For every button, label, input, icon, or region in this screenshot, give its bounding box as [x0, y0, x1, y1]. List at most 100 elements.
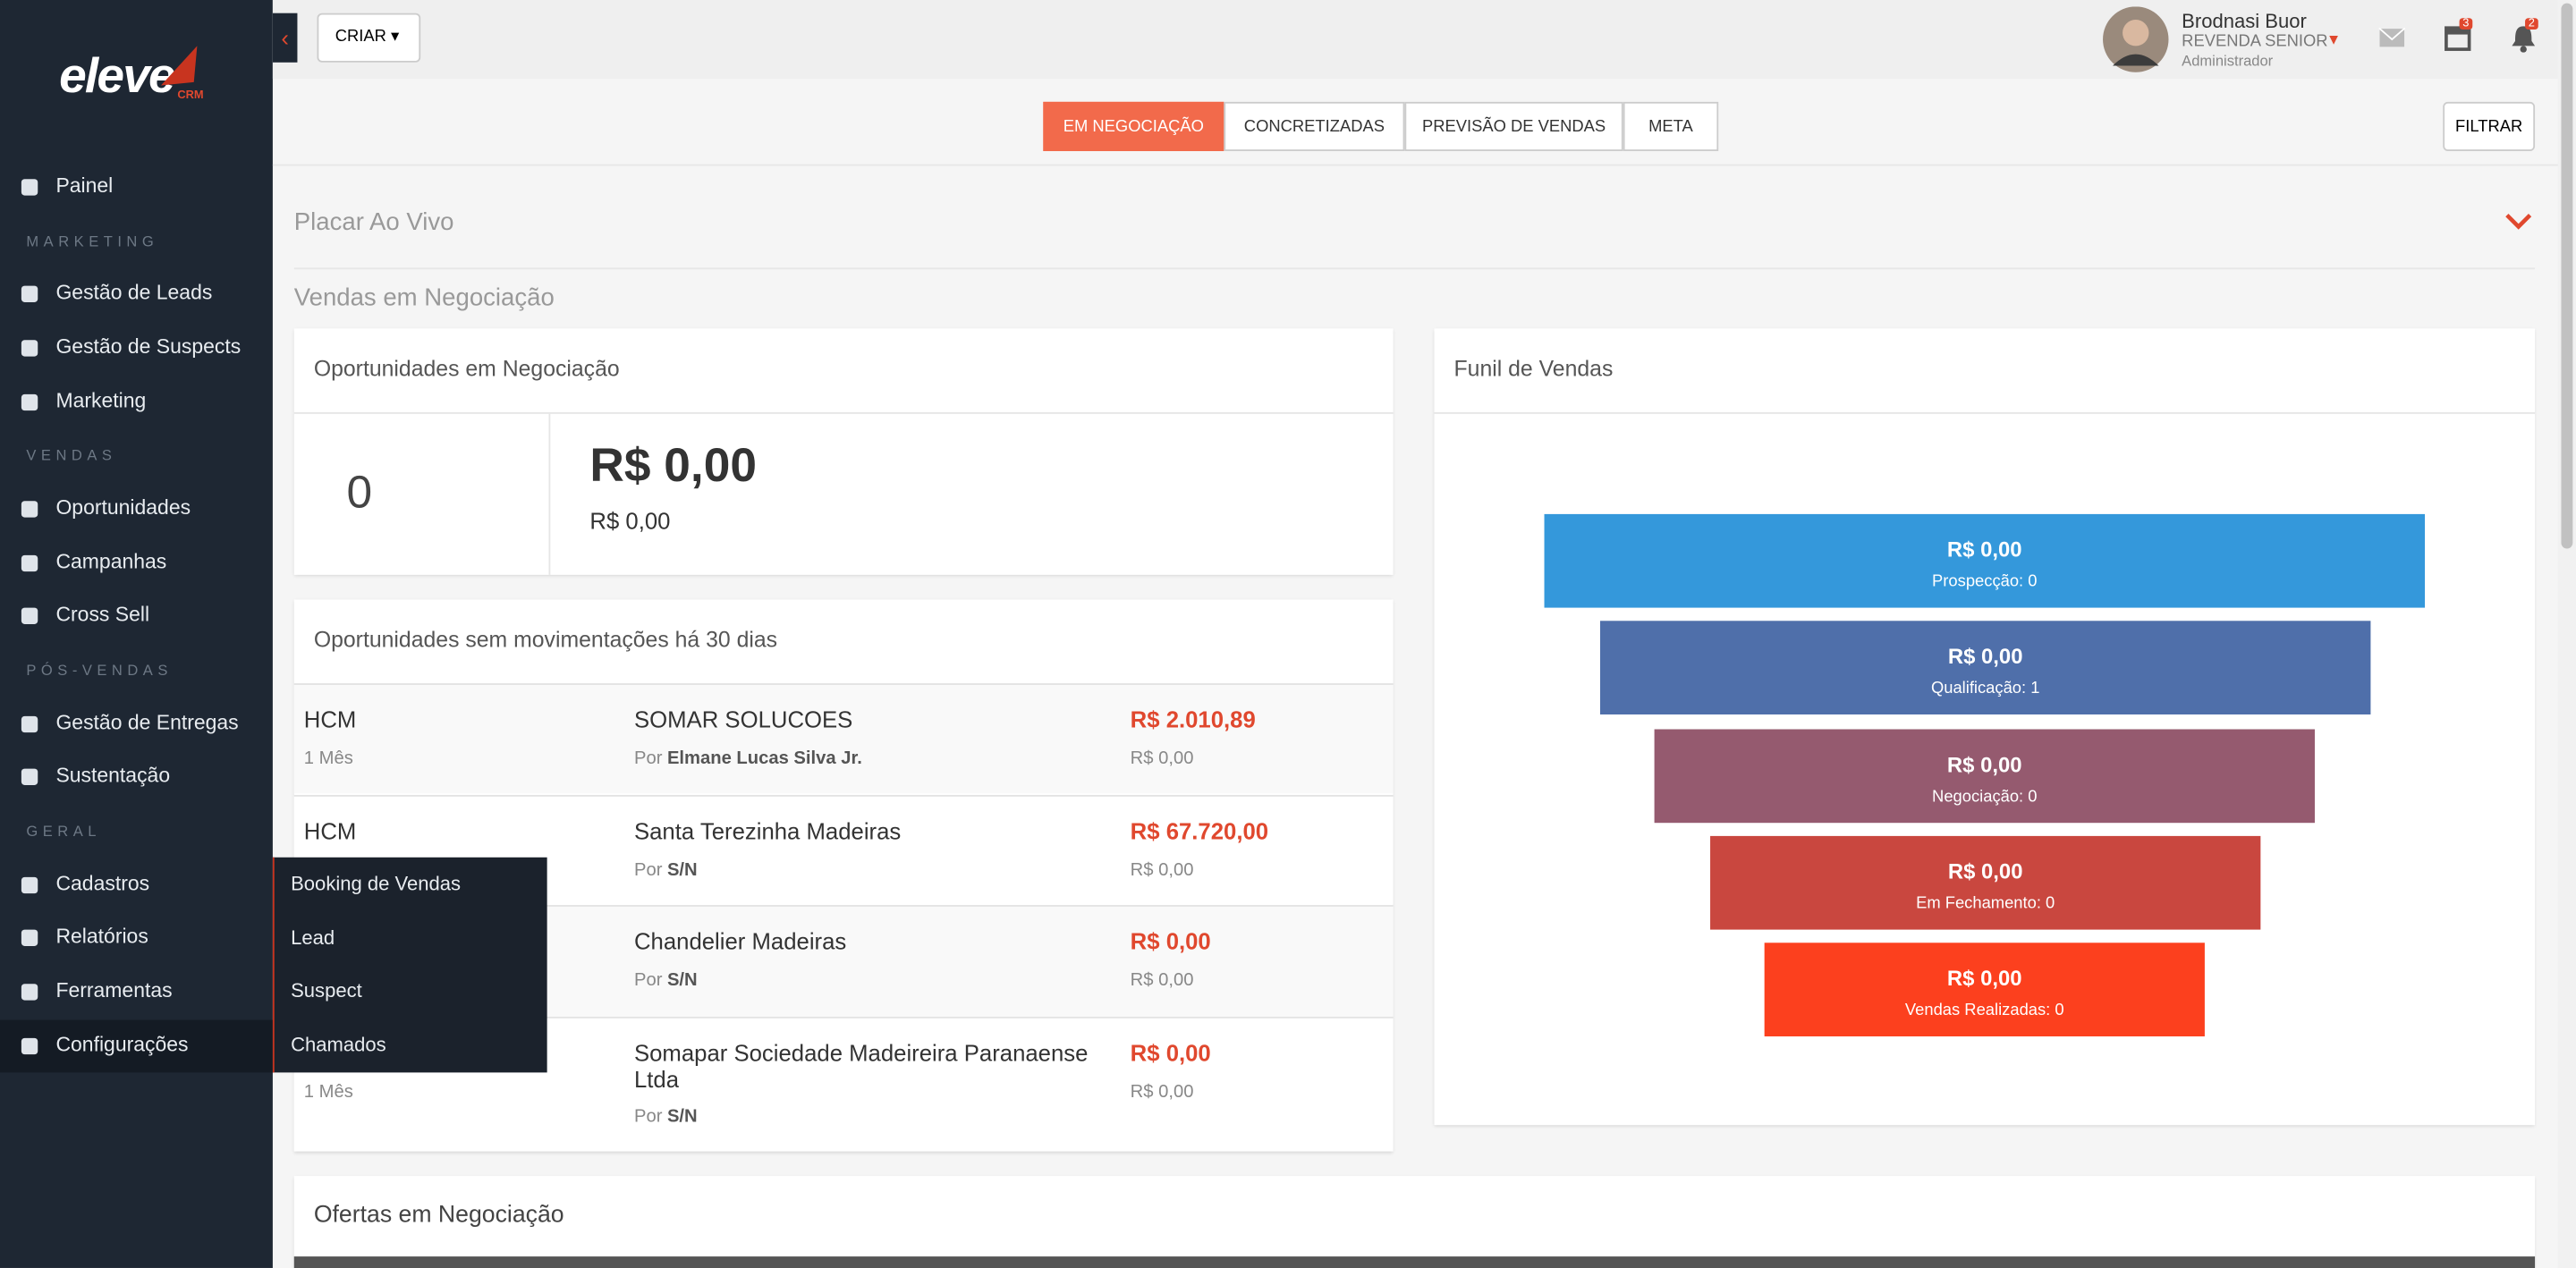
menu-icon [21, 768, 38, 785]
user-role: REVENDA SENIOR [2182, 32, 2328, 51]
opportunity-subtotal: R$ 0,00 [589, 507, 671, 534]
mail-icon[interactable] [2378, 28, 2405, 47]
owner-name: S/N [666, 860, 698, 881]
stage-value: R$ 0,00 [1946, 966, 2022, 991]
submenu [272, 857, 547, 1073]
menu-icon [21, 715, 38, 733]
funnel-stage[interactable]: R$ 0,00 Qualificação: 1 [1599, 621, 2371, 714]
row-owner: Por S/N [634, 971, 698, 991]
row-subvalue: R$ 0,00 [1130, 970, 1194, 991]
menu-item[interactable]: Gestão de Suspects [55, 334, 242, 359]
stage-label: Prospecção: 0 [1932, 573, 2038, 592]
menu-icon [21, 179, 38, 196]
submenu-item[interactable]: Lead [291, 926, 335, 950]
row-company[interactable]: Chandelier Madeiras [633, 927, 847, 955]
stage-value: R$ 0,00 [1946, 752, 2022, 777]
logo[interactable]: eleve [59, 49, 176, 104]
negotiation-section-title: Vendas em Negociação [293, 283, 555, 312]
active-item-bg [0, 1019, 273, 1073]
funnel-stage[interactable]: R$ 0,00 Prospecção: 0 [1544, 513, 2426, 608]
table-row[interactable] [293, 683, 1394, 794]
table-header [293, 1256, 2536, 1268]
row-company[interactable]: SOMAR SOLUCOES [633, 706, 853, 733]
menu-item[interactable]: Cadastros [55, 872, 150, 896]
owner-name: S/N [666, 1106, 698, 1128]
calendar-icon[interactable] [2445, 25, 2471, 51]
offers-panel [293, 1176, 2536, 1268]
stage-label: Vendas Realizadas: 0 [1904, 1002, 2064, 1020]
stage-label: Qualificação: 1 [1930, 680, 2040, 698]
menu-item[interactable]: Ferramentas [55, 978, 173, 1002]
avatar[interactable] [2103, 6, 2169, 72]
panel-title: Funil de Vendas [1453, 356, 1614, 382]
divider [272, 164, 2558, 166]
row-owner: Por Elmane Lucas Silva Jr. [634, 749, 862, 769]
menu-item[interactable]: Campanhas [55, 550, 167, 574]
menu-icon [21, 285, 38, 302]
scrollbar[interactable] [2557, 0, 2576, 1268]
menu-item[interactable]: Gestão de Leads [55, 281, 213, 304]
menu-icon [21, 984, 38, 1001]
tab[interactable]: META [1623, 101, 1719, 151]
menu-item[interactable]: Cross Sell [55, 603, 150, 626]
menu-item[interactable]: Gestão de Entregas [55, 711, 239, 735]
divider [293, 412, 1394, 414]
tab[interactable]: PREVISÃO DE VENDAS [1404, 101, 1623, 151]
live-section-title[interactable]: Placar Ao Vivo [293, 208, 454, 237]
calendar-badge: 3 [2459, 18, 2473, 30]
notification-badge: 2 [2525, 18, 2538, 30]
sidebar: eleve CRM [0, 0, 273, 1268]
row-type: HCM [303, 817, 357, 845]
funnel-stage[interactable]: R$ 0,00 Negociação: 0 [1654, 729, 2315, 824]
submenu-item[interactable]: Chamados [291, 1033, 386, 1057]
menu-item[interactable]: Oportunidades [55, 495, 191, 520]
tab[interactable]: CONCRETIZADAS [1224, 101, 1405, 151]
sidebar-toggle[interactable]: ‹ [272, 13, 298, 63]
row-value: R$ 0,00 [1130, 1039, 1211, 1067]
filter-button[interactable]: FILTRAR [2443, 101, 2536, 151]
submenu-item[interactable]: Booking de Vendas [291, 872, 462, 896]
menu-item[interactable]: Painel [55, 173, 114, 198]
row-time: 1 Mês [303, 748, 353, 769]
panel-title: Oportunidades sem movimentações há 30 di… [313, 627, 778, 653]
row-owner: Por S/N [634, 860, 698, 880]
user-subtitle: Administrador [2182, 52, 2274, 70]
logo-badge: CRM [177, 90, 204, 102]
user-name[interactable]: Brodnasi Buor [2182, 10, 2307, 33]
create-label: CRIAR [335, 28, 386, 46]
row-subvalue: R$ 0,00 [1130, 1082, 1194, 1103]
divider [548, 413, 551, 575]
menu-heading: VENDAS [26, 446, 117, 463]
menu-icon [21, 554, 38, 572]
row-company[interactable]: Santa Terezinha Madeiras [633, 817, 902, 845]
owner-label: Por [633, 970, 663, 991]
create-button[interactable]: CRIAR ▾ [317, 13, 421, 63]
collapse-chevron[interactable] [2504, 212, 2533, 232]
owner-label: Por [633, 860, 663, 881]
bell-icon[interactable] [2511, 25, 2537, 53]
menu-item[interactable]: Sustentação [55, 764, 171, 787]
menu-icon [21, 876, 38, 894]
menu-icon [21, 929, 38, 946]
funnel-stage[interactable]: R$ 0,00 Em Fechamento: 0 [1710, 835, 2261, 930]
menu-icon [21, 1037, 38, 1055]
funnel-stage[interactable]: R$ 0,00 Vendas Realizadas: 0 [1764, 943, 2205, 1036]
tab-label: META [1648, 118, 1693, 137]
tab[interactable]: EM NEGOCIAÇÃO [1043, 101, 1224, 151]
user-caret[interactable]: ▼ [2326, 30, 2342, 48]
row-owner: Por S/N [634, 1107, 698, 1127]
stage-label: Em Fechamento: 0 [1916, 895, 2055, 914]
opportunities-panel [293, 328, 1394, 575]
menu-item[interactable]: Relatórios [55, 925, 148, 948]
row-type: HCM [303, 706, 357, 733]
menu-icon [21, 340, 38, 357]
topbar [272, 0, 2558, 80]
submenu-item[interactable]: Suspect [291, 979, 362, 1003]
row-subvalue: R$ 0,00 [1130, 860, 1194, 881]
menu-item[interactable]: Marketing [55, 389, 147, 413]
row-time: 1 Mês [303, 1082, 353, 1103]
scroll-thumb[interactable] [2561, 3, 2573, 549]
menu-item[interactable]: Configurações [55, 1033, 189, 1057]
row-company[interactable]: Somapar Sociedade Madeireira Paranaense … [633, 1039, 1089, 1093]
stage-value: R$ 0,00 [1946, 537, 2022, 562]
